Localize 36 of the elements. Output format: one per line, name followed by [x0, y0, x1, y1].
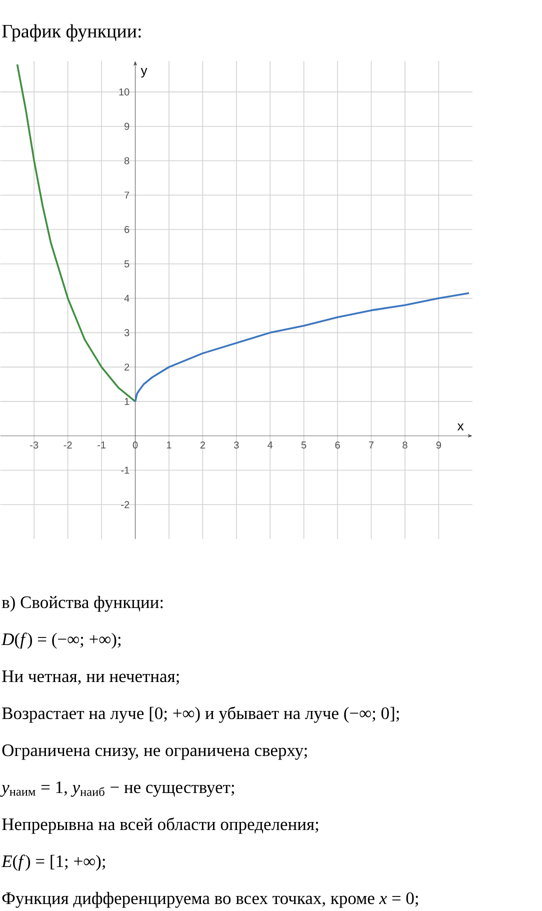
y-axis-title: y [140, 68, 148, 78]
chart-title: График функции: [2, 24, 141, 42]
x-tick-label: 2 [200, 441, 205, 448]
x-tick-label: 5 [301, 441, 306, 448]
y-tick-label: 8 [124, 157, 129, 164]
text: E(f) = [1; +∞); [1, 854, 105, 871]
x-tick-label: -2 [64, 441, 72, 448]
y-tick-label: -1 [120, 466, 129, 474]
y-tick-label: 6 [124, 226, 129, 234]
text: Ни четная, ни нечетная; [2, 670, 179, 685]
x-axis-title: x [457, 423, 464, 430]
x-tick-label: 3 [234, 441, 239, 449]
x-tick-label: -1 [97, 441, 106, 448]
x-tick-label: 4 [267, 441, 272, 448]
x-tick-label: 6 [335, 441, 340, 449]
text: D(f) = (−∞; +∞); [1, 632, 120, 649]
y-tick-label: 10 [119, 88, 130, 96]
y-tick-label: 1 [124, 398, 129, 405]
x-tick-label: 1 [166, 441, 172, 448]
x-tick-label: 8 [402, 441, 408, 449]
x-tick-label: 9 [436, 441, 441, 449]
y-tick-label: 4 [124, 294, 130, 302]
y-tick-label: 2 [124, 364, 129, 371]
text: Непрерывна на всей области определения; [2, 817, 318, 834]
y-tick-label: 7 [124, 192, 129, 199]
text: y$_{наим}$ = 1, y$_{наиб}$ − не существует; [0, 781, 234, 797]
text: Функция дифференцируема во всех точках, кроме x = 0; [2, 892, 418, 908]
text: Ограничена снизу, не ограничена сверху; [2, 744, 307, 760]
text: Возрастает на луче [0; +∞) и убывает на луче (−∞; 0]; [2, 706, 399, 723]
y-tick-label: 5 [124, 260, 129, 268]
y-tick-label: 3 [124, 329, 129, 336]
y-tick-label: -2 [120, 501, 129, 508]
y-tick-label: 9 [124, 122, 129, 130]
text: в) Свойства функции: [2, 596, 162, 612]
x-tick-label: 7 [368, 441, 374, 448]
x-tick-label: -3 [30, 441, 38, 449]
